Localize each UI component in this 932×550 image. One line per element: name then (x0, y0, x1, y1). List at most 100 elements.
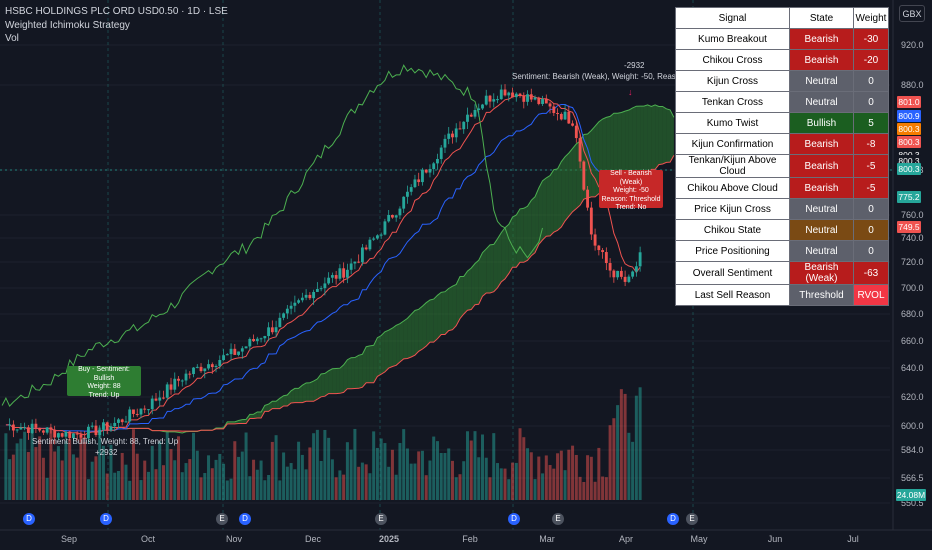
volume-bar (237, 456, 241, 500)
candle-body (26, 427, 30, 433)
volume-bar (267, 475, 271, 500)
candle-body (300, 297, 304, 301)
volume-bar (319, 460, 323, 500)
y-tick-label: 620.0 (901, 392, 924, 402)
dividend-event-icon[interactable]: D (508, 513, 520, 525)
candle-body (634, 266, 638, 272)
cloud-segment (478, 252, 483, 305)
candle-body (237, 351, 240, 355)
volume-bar (177, 436, 181, 500)
candle-body (342, 268, 346, 278)
volume-bar (23, 431, 27, 500)
volume-bar (75, 457, 79, 500)
candle-body (188, 373, 192, 375)
signal-state: Bearish (789, 177, 854, 199)
signal-name: Chikou State (675, 219, 790, 241)
candle-body (529, 94, 533, 100)
cloud-segment (452, 284, 457, 330)
volume-bar (101, 445, 105, 500)
volume-bar (552, 468, 556, 500)
earnings-event-icon[interactable]: E (552, 513, 564, 525)
earnings-event-icon[interactable]: E (216, 513, 228, 525)
candle-body (582, 161, 586, 190)
currency-button[interactable]: GBX (899, 5, 925, 22)
volume-bar (124, 464, 128, 500)
candle-body (360, 247, 364, 263)
volume-bar (4, 433, 8, 500)
cloud-segment (332, 368, 337, 394)
candle-body (278, 317, 282, 328)
cloud-segment (369, 345, 374, 383)
cloud-segment (426, 299, 430, 347)
candle-body (477, 108, 481, 111)
candle-body (466, 114, 469, 122)
volume-bar (447, 448, 451, 500)
volume-bar (19, 438, 23, 500)
volume-bar (420, 450, 424, 500)
candle-body (372, 238, 376, 240)
candle-body (563, 111, 567, 120)
candle-body (375, 235, 379, 239)
candle-body (364, 247, 368, 250)
signal-name: Kijun Confirmation (675, 133, 790, 155)
signal-table: Signal State Weight Kumo Breakout Bearish… (675, 7, 889, 306)
cloud-segment (501, 227, 506, 282)
earnings-event-icon[interactable]: E (375, 513, 387, 525)
x-tick-label: Nov (226, 534, 243, 544)
volume-bar (270, 441, 274, 500)
volume-bar (409, 463, 413, 500)
candle-body (330, 275, 334, 278)
volume-bar (435, 441, 439, 500)
volume-bar (353, 428, 357, 500)
signal-weight: -5 (853, 154, 889, 178)
buy-signal-line: Weight: 88 (87, 383, 121, 390)
dividend-event-icon[interactable]: D (239, 513, 251, 525)
candle-body (548, 103, 552, 107)
candle-body (428, 169, 432, 173)
signal-row: Kumo Twist Bullish 5 (675, 112, 889, 134)
earnings-event-icon[interactable]: E (686, 513, 698, 525)
volume-bar (218, 453, 222, 500)
volume-bar (334, 477, 338, 500)
y-tick-label: 680.0 (901, 309, 924, 319)
candle-body (379, 234, 383, 236)
strategy-name[interactable]: Weighted Ichimoku Strategy (5, 20, 130, 31)
volume-bar (574, 454, 578, 500)
cloud-segment (422, 302, 427, 349)
dividend-event-icon[interactable]: D (667, 513, 679, 525)
dividend-event-icon[interactable]: D (23, 513, 35, 525)
candle-body (285, 308, 289, 314)
cloud-segment (242, 419, 247, 424)
buy-quantity: +2932 (95, 448, 118, 457)
volume-tag: 24.08M (896, 489, 926, 501)
signal-name: Kumo Twist (675, 112, 790, 134)
signal-weight: -20 (853, 49, 889, 71)
candle-body (195, 366, 199, 368)
candle-body (222, 355, 225, 361)
symbol-title[interactable]: HSBC HOLDINGS PLC ORD USD0.50 · 1D · LSE (5, 6, 228, 17)
volume-bar (139, 480, 143, 500)
volume-bar (192, 432, 196, 500)
volume-bar (533, 479, 537, 500)
signal-table-header: Signal State Weight (675, 7, 889, 29)
signal-row: Kijun Cross Neutral 0 (675, 70, 889, 92)
volume-bar (184, 463, 188, 500)
candle-body (597, 245, 601, 251)
signal-weight: -5 (853, 177, 889, 199)
volume-bar (135, 453, 139, 500)
candle-body (499, 89, 503, 100)
sell-signal-line: Sell - Bearish (Weak) (610, 170, 652, 186)
cloud-segment (561, 156, 566, 228)
candle-body (53, 429, 57, 438)
dividend-event-icon[interactable]: D (100, 513, 112, 525)
candle-body (589, 207, 593, 235)
y-tick-label: 720.0 (901, 257, 924, 267)
volume-bar (240, 451, 244, 500)
signal-name: Last Sell Reason (675, 284, 790, 306)
volume-indicator-label[interactable]: Vol (5, 33, 19, 44)
candle-body (518, 93, 522, 96)
cloud-segment (388, 328, 393, 369)
signal-state: Neutral (789, 70, 854, 92)
volume-bar (469, 440, 473, 500)
